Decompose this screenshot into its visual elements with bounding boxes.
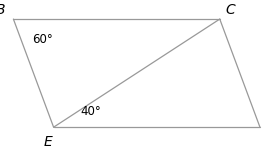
Text: 60°: 60° bbox=[32, 33, 53, 46]
Text: E: E bbox=[44, 135, 53, 149]
Text: B: B bbox=[0, 3, 5, 17]
Text: C: C bbox=[226, 3, 235, 17]
Text: 40°: 40° bbox=[80, 105, 101, 118]
